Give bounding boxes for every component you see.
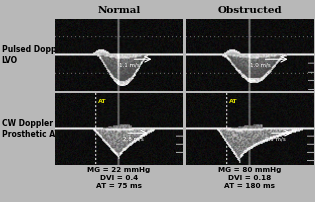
Text: MG = 22 mmHg
DVI = 0.4
AT = 75 ms: MG = 22 mmHg DVI = 0.4 AT = 75 ms [87,167,150,189]
Text: 2.8 m/s: 2.8 m/s [123,136,143,141]
Text: Pulsed Doppler
LVO: Pulsed Doppler LVO [2,45,68,65]
Text: 1.0 m/s: 1.0 m/s [250,62,271,67]
Text: MG = 80 mmHg
DVI = 0.18
AT = 180 ms: MG = 80 mmHg DVI = 0.18 AT = 180 ms [218,167,282,189]
Text: Obstructed: Obstructed [217,6,282,15]
Text: CW Doppler
Prosthetic AV: CW Doppler Prosthetic AV [2,119,60,139]
Text: AT: AT [229,99,238,104]
Text: 5.5 m/s: 5.5 m/s [265,136,286,141]
Text: Normal: Normal [97,6,140,15]
Text: 1.1 m/s: 1.1 m/s [119,62,140,67]
Text: AT: AT [98,99,107,104]
